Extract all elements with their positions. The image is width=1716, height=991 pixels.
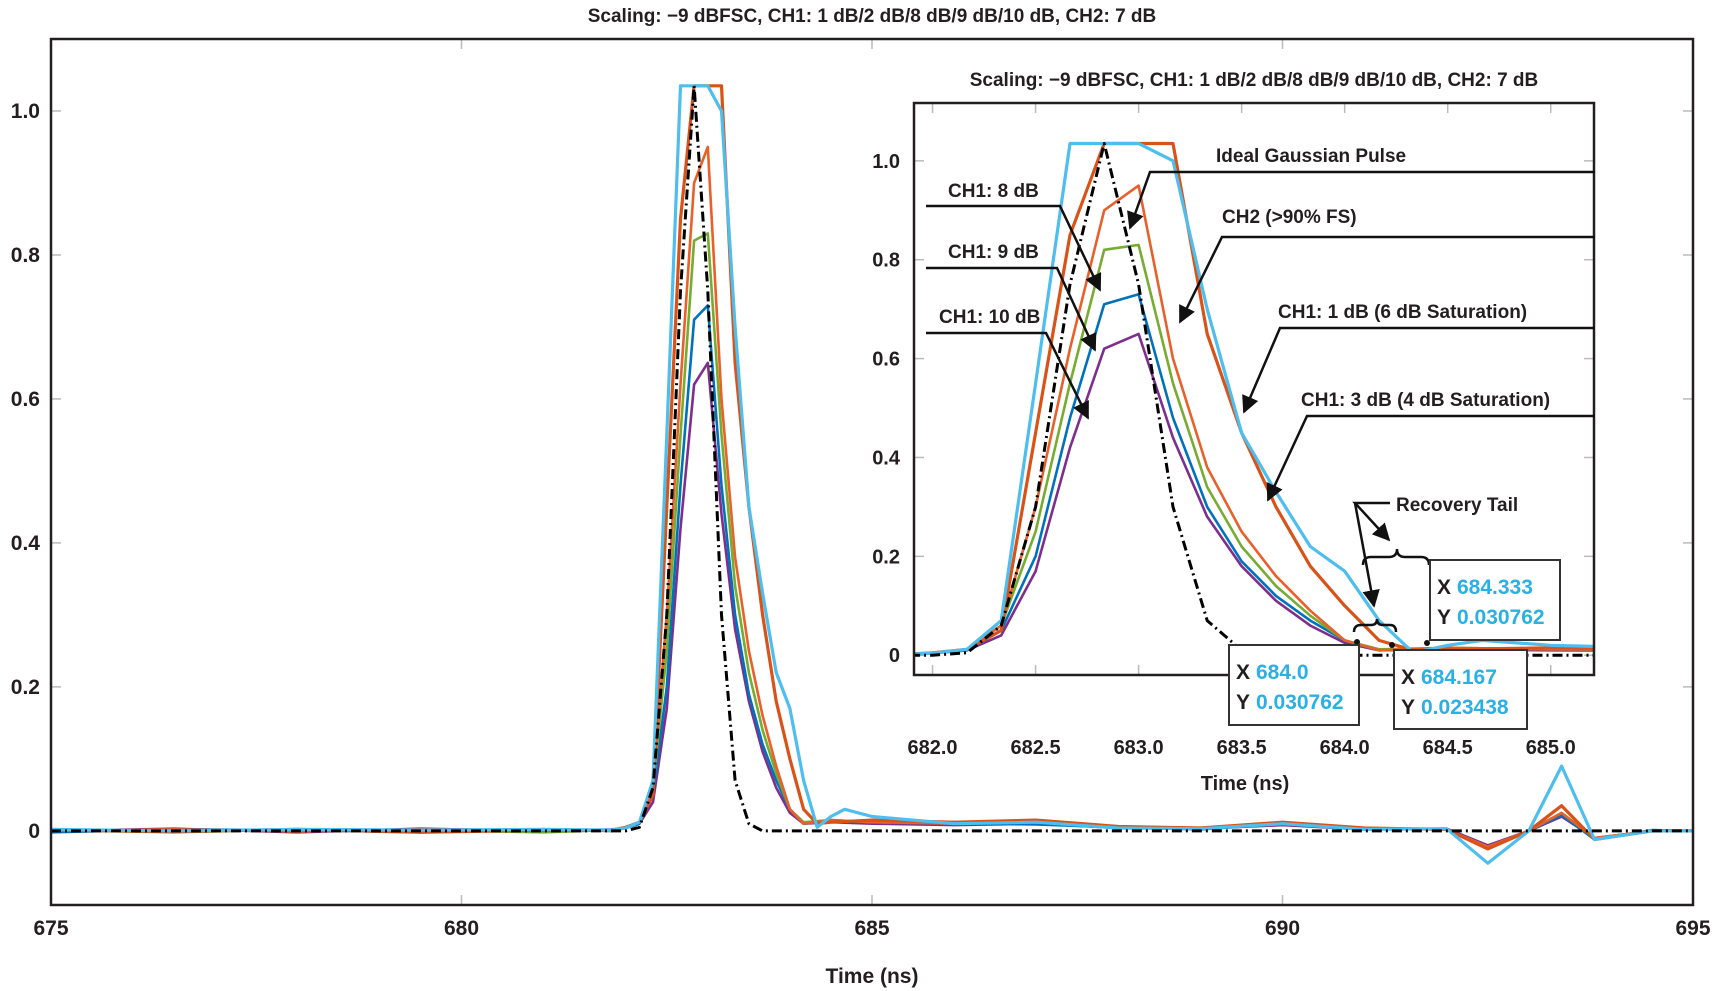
annotation-ideal: Ideal Gaussian Pulse [1127, 146, 1595, 230]
tip-y-label: Y [1401, 696, 1415, 719]
inset-x-tick-label: 682.0 [908, 737, 958, 759]
tip-y-value: 0.030762 [1457, 606, 1545, 629]
main-ticks: 675 680 685 690 695 0 0.2 0.4 0.6 0.8 1.0 [11, 39, 1711, 940]
main-x-tick-label: 680 [444, 917, 479, 940]
inset-x-axis-label: Time (ns) [1201, 773, 1290, 795]
main-x-tick-label: 695 [1675, 917, 1710, 940]
annotation-ch1-8db-label: CH1: 8 dB [948, 181, 1039, 202]
main-title: Scaling: −9 dBFSC, CH1: 1 dB/2 dB/8 dB/9… [588, 6, 1157, 27]
annotation-ch1-10db: CH1: 10 dB [926, 307, 1090, 420]
tip-x-label: X [1401, 666, 1415, 689]
annotation-ideal-label: Ideal Gaussian Pulse [1216, 146, 1406, 167]
inset-y-tick-label: 0.8 [872, 250, 900, 272]
main-series [51, 84, 1693, 865]
main-y-tick-label: 0.8 [11, 244, 41, 267]
main-y-tick-label: 1.0 [11, 100, 40, 123]
main-y-tick-label: 0 [28, 820, 40, 843]
inset-x-tick-label: 684.5 [1423, 737, 1473, 759]
inset-y-tick-label: 0.6 [872, 349, 900, 371]
inset-series [914, 141, 1594, 657]
inset-x-tick-label: 684.0 [1320, 737, 1370, 759]
main-y-tick-label: 0.2 [11, 676, 40, 699]
annotation-ch1-9db: CH1: 9 dB [926, 242, 1097, 352]
inset-series-line-5 [914, 141, 1594, 656]
tip-x-value: 684.0 [1256, 661, 1309, 684]
annotation-ch1-10db-label: CH1: 10 dB [939, 307, 1040, 328]
main-series-line-6 [51, 84, 1693, 833]
tip-x-value: 684.167 [1421, 666, 1497, 689]
inset-x-tick-label: 683.5 [1217, 737, 1267, 759]
main-x-tick-label: 685 [854, 917, 889, 940]
annotation-ch2: CH2 (>90% FS) [1178, 207, 1595, 324]
tip-x-label: X [1236, 661, 1250, 684]
data-tip-684-167[interactable]: X 684.167 Y 0.023438 [1389, 642, 1528, 730]
main-x-tick-label: 675 [33, 917, 68, 940]
recovery-brace-lower [1352, 618, 1398, 633]
tip-y-label: Y [1437, 606, 1451, 629]
annotation-recovery-tail: Recovery Tail [1352, 495, 1518, 633]
main-series-line-5 [51, 84, 1693, 865]
inset-y-tick-label: 1.0 [872, 151, 900, 173]
annotation-ch2-label: CH2 (>90% FS) [1222, 207, 1357, 228]
annotation-ch1-3db-label: CH1: 3 dB (4 dB Saturation) [1301, 390, 1550, 411]
annotation-ch1-3db: CH1: 3 dB (4 dB Saturation) [1266, 390, 1595, 502]
data-tip-684-333[interactable]: X 684.333 Y 0.030762 [1424, 559, 1561, 646]
inset-x-tick-label: 685.0 [1526, 737, 1576, 759]
tip-y-value: 0.030762 [1256, 691, 1344, 714]
tip-x-label: X [1437, 576, 1451, 599]
tip-x-value: 684.333 [1457, 576, 1533, 599]
annotation-ch1-9db-label: CH1: 9 dB [948, 242, 1039, 263]
inset-y-tick-label: 0.4 [872, 447, 901, 469]
inset-y-tick-label: 0 [889, 645, 900, 667]
recovery-brace-upper [1361, 548, 1431, 566]
annotation-ch1-1db: CH1: 1 dB (6 dB Saturation) [1242, 302, 1595, 414]
inset-x-tick-label: 683.0 [1114, 737, 1164, 759]
main-plot-frame [49, 37, 1695, 907]
annotation-ch1-8db: CH1: 8 dB [926, 181, 1102, 292]
tip-y-label: Y [1236, 691, 1250, 714]
inset-title: Scaling: −9 dBFSC, CH1: 1 dB/2 dB/8 dB/9… [970, 70, 1539, 91]
annotation-ch1-1db-label: CH1: 1 dB (6 dB Saturation) [1278, 302, 1527, 323]
annotation-recovery-tail-label: Recovery Tail [1396, 495, 1518, 516]
inset-ticks: 682.0 682.5 683.0 683.5 684.0 684.5 685.0 0 0.2 0… [872, 103, 1594, 759]
main-y-tick-label: 0.4 [11, 532, 41, 555]
inset-y-tick-label: 0.2 [872, 546, 900, 568]
inset-x-tick-label: 682.5 [1011, 737, 1061, 759]
main-y-tick-label: 0.6 [11, 388, 40, 411]
main-x-axis-label: Time (ns) [826, 965, 919, 988]
main-x-tick-label: 690 [1265, 917, 1300, 940]
tip-y-value: 0.023438 [1421, 696, 1509, 719]
data-tip-684-0[interactable]: X 684.0 Y 0.030762 [1228, 639, 1360, 726]
